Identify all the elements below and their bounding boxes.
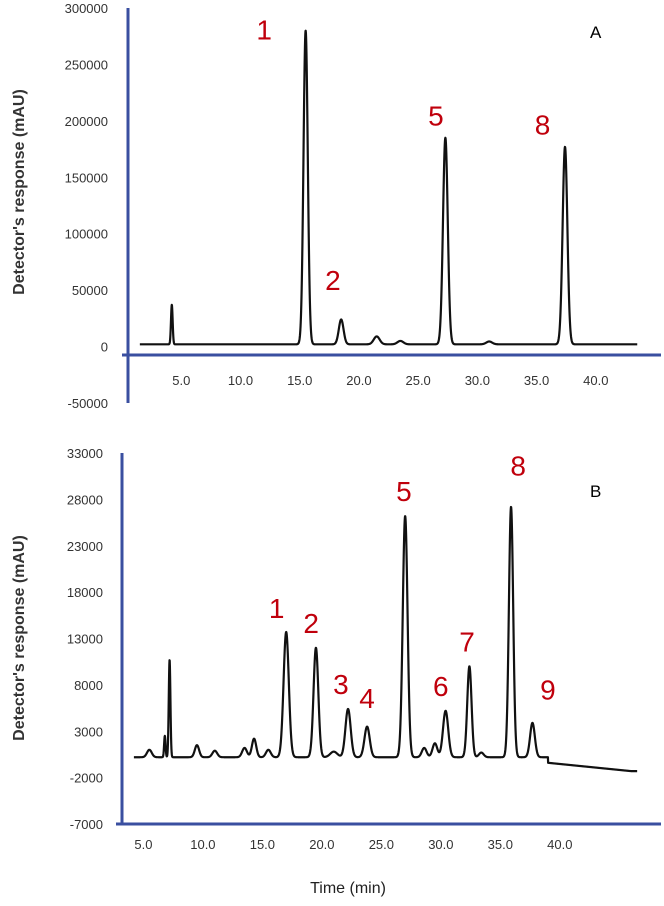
x-tick-label: 25.0 xyxy=(369,837,394,852)
x-tick-label: 40.0 xyxy=(583,373,608,388)
y-ticks-b: 33000 28000 23000 18000 13000 8000 3000 -2000 -7… xyxy=(67,446,103,832)
peak-label-9: 9 xyxy=(540,675,556,706)
peak-label-7: 7 xyxy=(459,626,475,657)
y-tick-label: 0 xyxy=(101,340,108,355)
x-tick-label: 30.0 xyxy=(465,373,490,388)
x-tick-label: 40.0 xyxy=(547,837,572,852)
y-ticks-a: 300000 250000 200000 150000 100000 50000 0 -500… xyxy=(65,1,108,411)
y-axis-label-a: Detector's response (mAU) xyxy=(11,89,28,295)
x-tick-label: 20.0 xyxy=(309,837,334,852)
peak-label-5: 5 xyxy=(396,476,412,507)
panel-label-a: A xyxy=(590,23,602,42)
y-tick-label: 100000 xyxy=(65,227,108,242)
chromatogram-trace-a xyxy=(138,29,639,346)
y-tick-label: -2000 xyxy=(70,771,103,786)
x-tick-label: 30.0 xyxy=(428,837,453,852)
x-tick-label: 5.0 xyxy=(172,373,190,388)
peak-label-8: 8 xyxy=(535,109,551,140)
y-tick-label: 8000 xyxy=(74,678,103,693)
y-tick-label: 3000 xyxy=(74,724,103,739)
x-tick-label: 15.0 xyxy=(287,373,312,388)
peak-label-4: 4 xyxy=(359,683,375,714)
x-tick-label: 10.0 xyxy=(190,837,215,852)
peak-label-8: 8 xyxy=(510,450,526,481)
peak-label-5: 5 xyxy=(428,100,444,131)
panel-label-b: B xyxy=(590,482,601,501)
chromatogram-trace-b xyxy=(132,505,639,773)
y-tick-label: -50000 xyxy=(68,396,108,411)
x-tick-label: 5.0 xyxy=(134,837,152,852)
chart-panel-a: Detector's response (mAU) A 300000250000… xyxy=(11,1,661,411)
x-tick-label: 35.0 xyxy=(488,837,513,852)
peak-label-3: 3 xyxy=(333,669,349,700)
y-tick-label: 18000 xyxy=(67,585,103,600)
peak-label-2: 2 xyxy=(303,608,319,639)
peak-label-1: 1 xyxy=(269,593,285,624)
chart-panel-b: Detector's response (mAU) B 330002800023… xyxy=(11,446,661,852)
peak-labels-a: 1 2 5 8 xyxy=(256,15,550,297)
y-axis-label-b: Detector's response (mAU) xyxy=(11,535,28,741)
y-tick-label: 50000 xyxy=(72,283,108,298)
y-tick-label: 150000 xyxy=(65,170,108,185)
x-tick-label: 15.0 xyxy=(250,837,275,852)
x-ticks-b: 5.0 10.0 15.0 20.0 25.0 30.0 35.0 40.0 xyxy=(134,837,572,852)
y-tick-label: 300000 xyxy=(65,1,108,16)
y-tick-label: 250000 xyxy=(65,57,108,72)
y-tick-label: 13000 xyxy=(67,632,103,647)
peak-label-6: 6 xyxy=(433,671,449,702)
y-tick-label: -7000 xyxy=(70,817,103,832)
x-ticks-a: 5.0 10.0 15.0 20.0 25.0 30.0 35.0 40.0 xyxy=(172,373,608,388)
x-axis-label: Time (min) xyxy=(310,880,386,897)
peak-label-2: 2 xyxy=(325,265,341,296)
peak-labels-b: 1 23 4 5 67 8 9 xyxy=(269,450,556,714)
y-tick-label: 28000 xyxy=(67,492,103,507)
y-tick-label: 33000 xyxy=(67,446,103,461)
peak-label-1: 1 xyxy=(256,15,272,46)
x-tick-label: 25.0 xyxy=(405,373,430,388)
y-tick-label: 23000 xyxy=(67,539,103,554)
y-tick-label: 200000 xyxy=(65,114,108,129)
x-tick-label: 35.0 xyxy=(524,373,549,388)
x-tick-label: 20.0 xyxy=(346,373,371,388)
x-tick-label: 10.0 xyxy=(228,373,253,388)
